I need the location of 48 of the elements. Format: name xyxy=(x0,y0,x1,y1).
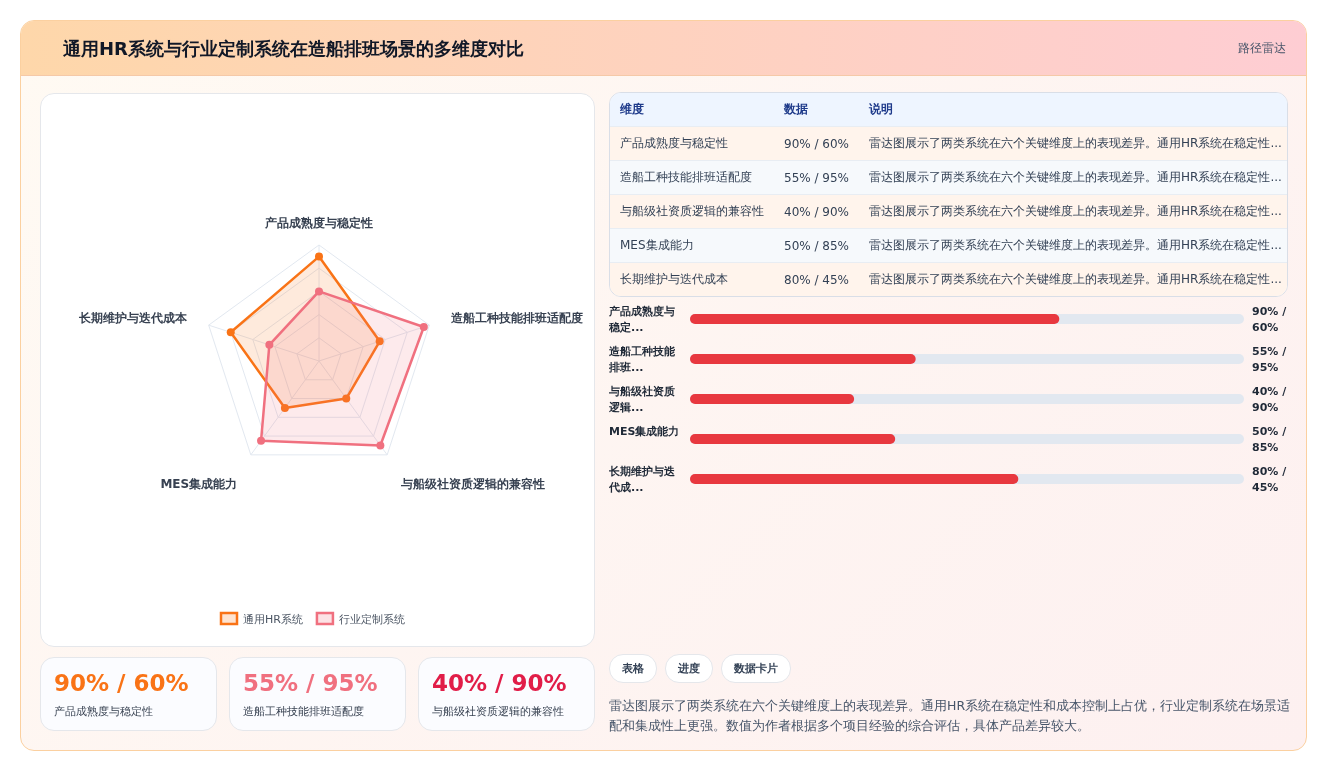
table-cell: 造船工种技能排班适配度 xyxy=(610,160,774,195)
text: 产品成熟度与稳定性 xyxy=(54,704,153,719)
spoke-label: 长期维护与迭代成本 xyxy=(77,310,188,325)
table-cell: 80% / 45% xyxy=(774,262,859,296)
y-tick-label: 造船工种技能排班... xyxy=(609,344,676,376)
text: 55% / 95% xyxy=(243,670,378,696)
text: 造船工种技能排班适配度 xyxy=(243,704,364,719)
table-cell: 雷达图展示了两类系统在六个关键维度上的表现差异。通用HR系统在稳定性... xyxy=(859,126,1287,161)
text: 90% / 60% xyxy=(54,670,189,696)
data-label: 90% / 60% xyxy=(1252,304,1288,336)
spoke-label: 与船级社资质逻辑的兼容性 xyxy=(399,476,545,491)
table-cell: 雷达图展示了两类系统在六个关键维度上的表现差异。通用HR系统在稳定性... xyxy=(859,194,1287,229)
bar xyxy=(690,394,855,404)
table-cell: 雷达图展示了两类系统在六个关键维度上的表现差异。通用HR系统在稳定性... xyxy=(859,228,1287,263)
table-cell: 50% / 85% xyxy=(774,228,859,263)
table-cell: 与船级社资质逻辑的兼容性 xyxy=(610,194,774,229)
text: 表格 xyxy=(609,654,657,683)
legend-label: 行业定制系统 xyxy=(338,613,405,626)
text: 通用HR系统与行业定制系统在造船排班场景的多维度对比 xyxy=(63,37,524,61)
data-label: 50% / 85% xyxy=(1252,424,1288,456)
text: 雷达图展示了两类系统在六个关键维度上的表现差异。通用HR系统在稳定性和成本控制上占优，行业定制系统在场景适配和集成性上更强。数值为作者根据多个项目经验的综合评估，具体产品差异较大。 xyxy=(609,697,1292,735)
table-cell: 雷达图展示了两类系统在六个关键维度上的表现差异。通用HR系统在稳定性... xyxy=(859,262,1287,296)
text: 数据卡片 xyxy=(721,654,791,683)
spoke-label: 造船工种技能排班适配度 xyxy=(450,310,584,325)
text: 40% / 90% xyxy=(432,670,567,696)
data-label: 55% / 95% xyxy=(1252,344,1288,376)
spoke-label: 产品成熟度与稳定性 xyxy=(264,216,373,231)
legend-label: 通用HR系统 xyxy=(243,613,303,626)
table-cell: 55% / 95% xyxy=(774,160,859,195)
y-tick-label: 与船级社资质逻辑... xyxy=(609,384,676,416)
category-label: 数据 xyxy=(774,93,860,127)
table-cell: 雷达图展示了两类系统在六个关键维度上的表现差异。通用HR系统在稳定性... xyxy=(859,160,1287,195)
data-label: 80% / 45% xyxy=(1252,464,1288,496)
table-cell: MES集成能力 xyxy=(610,228,774,263)
category-label: 说明 xyxy=(868,101,894,118)
table-cell: 产品成熟度与稳定性 xyxy=(610,126,774,161)
y-tick-label: 产品成熟度与稳定... xyxy=(609,304,676,336)
text: 与船级社资质逻辑的兼容性 xyxy=(432,704,564,719)
table-cell: 90% / 60% xyxy=(774,126,859,161)
table-cell: 40% / 90% xyxy=(774,194,859,229)
category-label: 维度 xyxy=(610,93,774,127)
y-tick-label: MES集成能力 xyxy=(609,424,681,440)
text: 路径雷达 xyxy=(1238,40,1286,57)
table-cell: 长期维护与迭代成本 xyxy=(610,262,774,296)
text: 进度 xyxy=(665,654,713,683)
data-label: 40% / 90% xyxy=(1252,384,1288,416)
y-tick-label: 长期维护与迭代成... xyxy=(609,464,676,496)
spoke-label: MES集成能力 xyxy=(160,476,238,491)
